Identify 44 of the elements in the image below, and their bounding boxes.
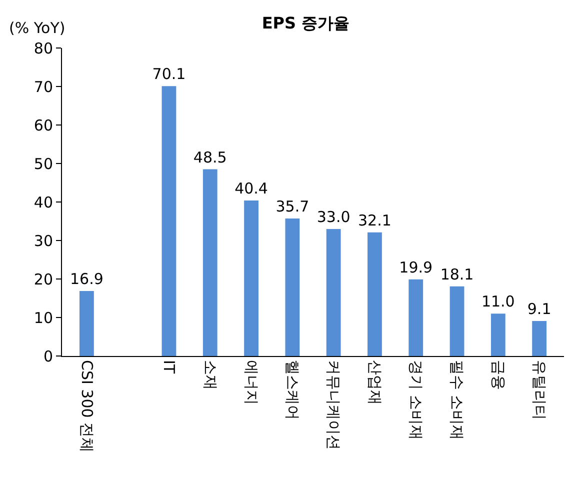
y-tick-label: 60 <box>34 116 53 134</box>
y-tick-label: 80 <box>34 39 53 58</box>
data-label: 35.7 <box>276 198 310 216</box>
y-tick-label: 70 <box>34 78 53 96</box>
bar <box>244 200 258 356</box>
data-label: 40.4 <box>234 179 268 198</box>
x-tick-label: CSI 300 전체 <box>78 360 96 453</box>
data-label: 70.1 <box>152 65 186 84</box>
x-tick-label: 필수 소비재 <box>448 360 466 440</box>
y-tick-label: 10 <box>34 308 53 327</box>
data-label: 18.1 <box>440 265 474 284</box>
data-label: 32.1 <box>358 211 392 230</box>
x-tick-label: 경기 소비재 <box>406 360 425 440</box>
bar <box>79 290 94 356</box>
bar <box>490 314 506 356</box>
y-tick-label: 50 <box>34 154 53 173</box>
bar <box>326 228 341 356</box>
data-label: 19.9 <box>399 258 433 276</box>
x-tick-label: 금융 <box>489 360 508 390</box>
bar <box>202 169 218 356</box>
x-tick-label: 산업재 <box>366 360 384 405</box>
x-tick-label: 커뮤니케이션 <box>324 360 343 450</box>
y-tick-label: 30 <box>34 232 53 250</box>
y-axis-title: (% YoY) <box>9 19 66 37</box>
bar <box>162 86 176 356</box>
data-label: 11.0 <box>481 292 515 311</box>
x-tick-label: 에너지 <box>242 360 260 405</box>
data-label: 9.1 <box>527 300 552 318</box>
bar <box>285 218 300 356</box>
bar <box>450 286 464 356</box>
x-tick-label: 헬스케어 <box>284 360 302 420</box>
chart-title: EPS 증가율 <box>262 13 350 32</box>
data-label: 33.0 <box>316 208 350 226</box>
x-tick-label: 유틸리티 <box>530 360 548 420</box>
bar <box>368 232 382 356</box>
bar <box>408 279 424 356</box>
y-tick-label: 0 <box>43 347 53 366</box>
data-label: 16.9 <box>70 270 104 288</box>
data-label: 48.5 <box>193 148 227 166</box>
y-tick-label: 20 <box>34 270 53 288</box>
bar <box>532 320 547 356</box>
x-tick-label: IT <box>160 360 178 374</box>
x-tick-label: 소재 <box>201 360 220 390</box>
y-tick-label: 40 <box>34 193 53 212</box>
